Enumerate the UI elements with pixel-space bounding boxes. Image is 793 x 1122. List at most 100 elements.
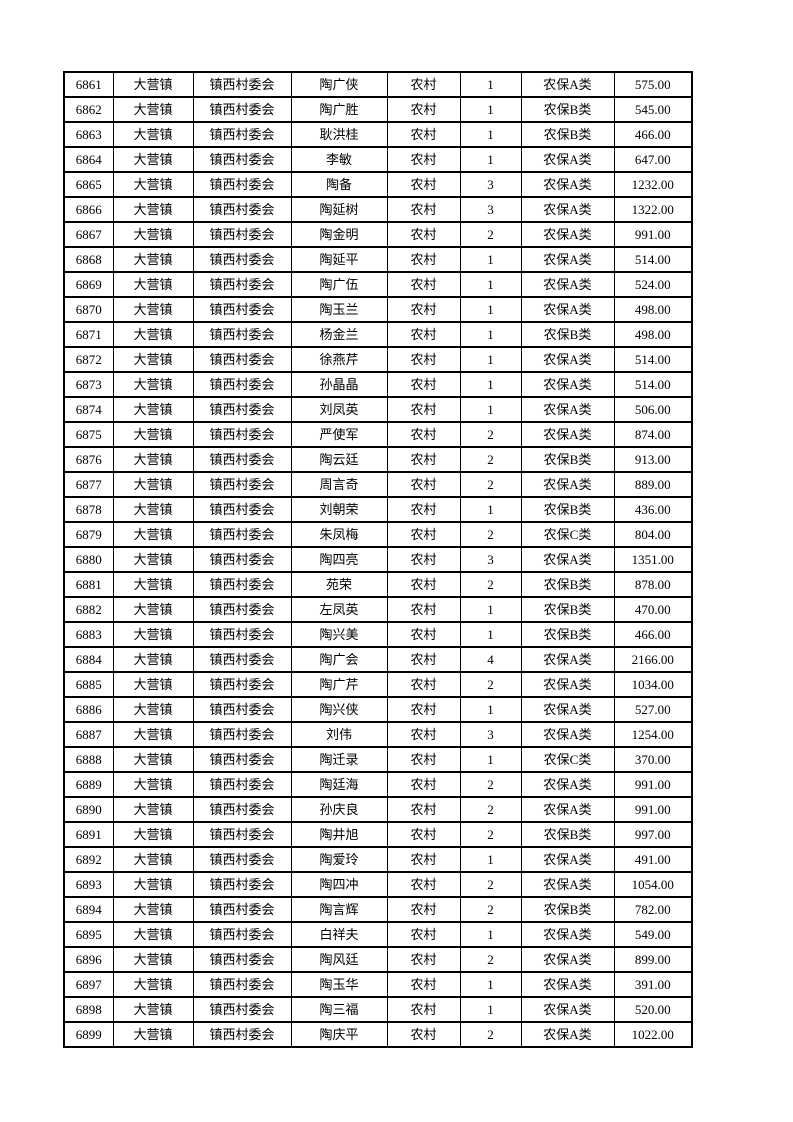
cell-village-committee: 镇西村委会	[192, 971, 292, 998]
cell-town: 大营镇	[112, 71, 194, 98]
cell-serial-number: 6881	[63, 571, 114, 598]
cell-category: 农村	[386, 671, 461, 698]
cell-person-name: 陶延平	[290, 246, 388, 273]
cell-serial-number: 6895	[63, 921, 114, 948]
cell-village-committee: 镇西村委会	[192, 171, 292, 198]
cell-amount: 1022.00	[613, 1021, 693, 1048]
cell-person-count: 1	[459, 496, 522, 523]
cell-town: 大营镇	[112, 246, 194, 273]
cell-person-count: 1	[459, 296, 522, 323]
cell-person-count: 2	[459, 1021, 522, 1048]
cell-person-name: 陶云廷	[290, 446, 388, 473]
cell-person-count: 1	[459, 246, 522, 273]
cell-person-count: 2	[459, 571, 522, 598]
cell-person-count: 2	[459, 946, 522, 973]
cell-village-committee: 镇西村委会	[192, 721, 292, 748]
cell-category: 农村	[386, 146, 461, 173]
cell-insurance-type: 农保B类	[520, 596, 615, 623]
cell-person-count: 2	[459, 471, 522, 498]
cell-serial-number: 6894	[63, 896, 114, 923]
table-row: 6888 大营镇 镇西村委会 陶迁录 农村 1 农保C类 370.00	[63, 746, 693, 773]
cell-town: 大营镇	[112, 521, 194, 548]
cell-amount: 498.00	[613, 321, 693, 348]
cell-serial-number: 6864	[63, 146, 114, 173]
table-row: 6884 大营镇 镇西村委会 陶广会 农村 4 农保A类 2166.00	[63, 646, 693, 673]
cell-serial-number: 6899	[63, 1021, 114, 1048]
cell-insurance-type: 农保B类	[520, 96, 615, 123]
cell-amount: 782.00	[613, 896, 693, 923]
cell-person-count: 3	[459, 196, 522, 223]
table-row: 6886 大营镇 镇西村委会 陶兴侠 农村 1 农保A类 527.00	[63, 696, 693, 723]
cell-amount: 899.00	[613, 946, 693, 973]
table-row: 6869 大营镇 镇西村委会 陶广伍 农村 1 农保A类 524.00	[63, 271, 693, 298]
cell-village-committee: 镇西村委会	[192, 621, 292, 648]
cell-amount: 1254.00	[613, 721, 693, 748]
cell-serial-number: 6887	[63, 721, 114, 748]
cell-amount: 874.00	[613, 421, 693, 448]
cell-person-count: 2	[459, 671, 522, 698]
table-row: 6877 大营镇 镇西村委会 周言奇 农村 2 农保A类 889.00	[63, 471, 693, 498]
cell-insurance-type: 农保A类	[520, 346, 615, 373]
cell-category: 农村	[386, 546, 461, 573]
cell-town: 大营镇	[112, 321, 194, 348]
cell-town: 大营镇	[112, 896, 194, 923]
cell-town: 大营镇	[112, 96, 194, 123]
cell-amount: 1034.00	[613, 671, 693, 698]
cell-amount: 2166.00	[613, 646, 693, 673]
cell-person-name: 陶迁录	[290, 746, 388, 773]
cell-person-name: 陶风廷	[290, 946, 388, 973]
cell-person-count: 2	[459, 896, 522, 923]
cell-insurance-type: 农保A类	[520, 421, 615, 448]
cell-serial-number: 6883	[63, 621, 114, 648]
cell-insurance-type: 农保A类	[520, 946, 615, 973]
cell-amount: 514.00	[613, 346, 693, 373]
cell-amount: 466.00	[613, 621, 693, 648]
cell-category: 农村	[386, 971, 461, 998]
cell-town: 大营镇	[112, 996, 194, 1023]
cell-village-committee: 镇西村委会	[192, 346, 292, 373]
cell-person-name: 陶言辉	[290, 896, 388, 923]
cell-category: 农村	[386, 1021, 461, 1048]
table-row: 6864 大营镇 镇西村委会 李敏 农村 1 农保A类 647.00	[63, 146, 693, 173]
cell-serial-number: 6862	[63, 96, 114, 123]
cell-serial-number: 6877	[63, 471, 114, 498]
cell-category: 农村	[386, 921, 461, 948]
cell-village-committee: 镇西村委会	[192, 871, 292, 898]
table-row: 6887 大营镇 镇西村委会 刘伟 农村 3 农保A类 1254.00	[63, 721, 693, 748]
cell-insurance-type: 农保A类	[520, 171, 615, 198]
cell-village-committee: 镇西村委会	[192, 671, 292, 698]
cell-person-name: 陶四冲	[290, 871, 388, 898]
cell-person-count: 2	[459, 221, 522, 248]
cell-amount: 991.00	[613, 771, 693, 798]
table-row: 6861 大营镇 镇西村委会 陶广侠 农村 1 农保A类 575.00	[63, 71, 693, 98]
cell-amount: 575.00	[613, 71, 693, 98]
table-row: 6865 大营镇 镇西村委会 陶备 农村 3 农保A类 1232.00	[63, 171, 693, 198]
cell-insurance-type: 农保A类	[520, 871, 615, 898]
cell-town: 大营镇	[112, 471, 194, 498]
cell-town: 大营镇	[112, 396, 194, 423]
cell-town: 大营镇	[112, 196, 194, 223]
cell-person-name: 杨金兰	[290, 321, 388, 348]
cell-village-committee: 镇西村委会	[192, 221, 292, 248]
cell-person-count: 1	[459, 621, 522, 648]
cell-person-name: 李敏	[290, 146, 388, 173]
cell-serial-number: 6896	[63, 946, 114, 973]
cell-person-name: 陶广会	[290, 646, 388, 673]
table-row: 6883 大营镇 镇西村委会 陶兴美 农村 1 农保B类 466.00	[63, 621, 693, 648]
table-row: 6891 大营镇 镇西村委会 陶井旭 农村 2 农保B类 997.00	[63, 821, 693, 848]
cell-insurance-type: 农保B类	[520, 621, 615, 648]
cell-category: 农村	[386, 846, 461, 873]
cell-amount: 520.00	[613, 996, 693, 1023]
cell-serial-number: 6874	[63, 396, 114, 423]
cell-person-count: 2	[459, 421, 522, 448]
cell-insurance-type: 农保A类	[520, 846, 615, 873]
cell-person-name: 刘伟	[290, 721, 388, 748]
table-body: 6861 大营镇 镇西村委会 陶广侠 农村 1 农保A类 575.00 6862 大营镇 镇西村委会…	[63, 71, 693, 1048]
cell-amount: 514.00	[613, 371, 693, 398]
table-row: 6876 大营镇 镇西村委会 陶云廷 农村 2 农保B类 913.00	[63, 446, 693, 473]
cell-person-count: 1	[459, 971, 522, 998]
cell-amount: 1232.00	[613, 171, 693, 198]
cell-town: 大营镇	[112, 771, 194, 798]
table-row: 6866 大营镇 镇西村委会 陶延树 农村 3 农保A类 1322.00	[63, 196, 693, 223]
cell-town: 大营镇	[112, 921, 194, 948]
